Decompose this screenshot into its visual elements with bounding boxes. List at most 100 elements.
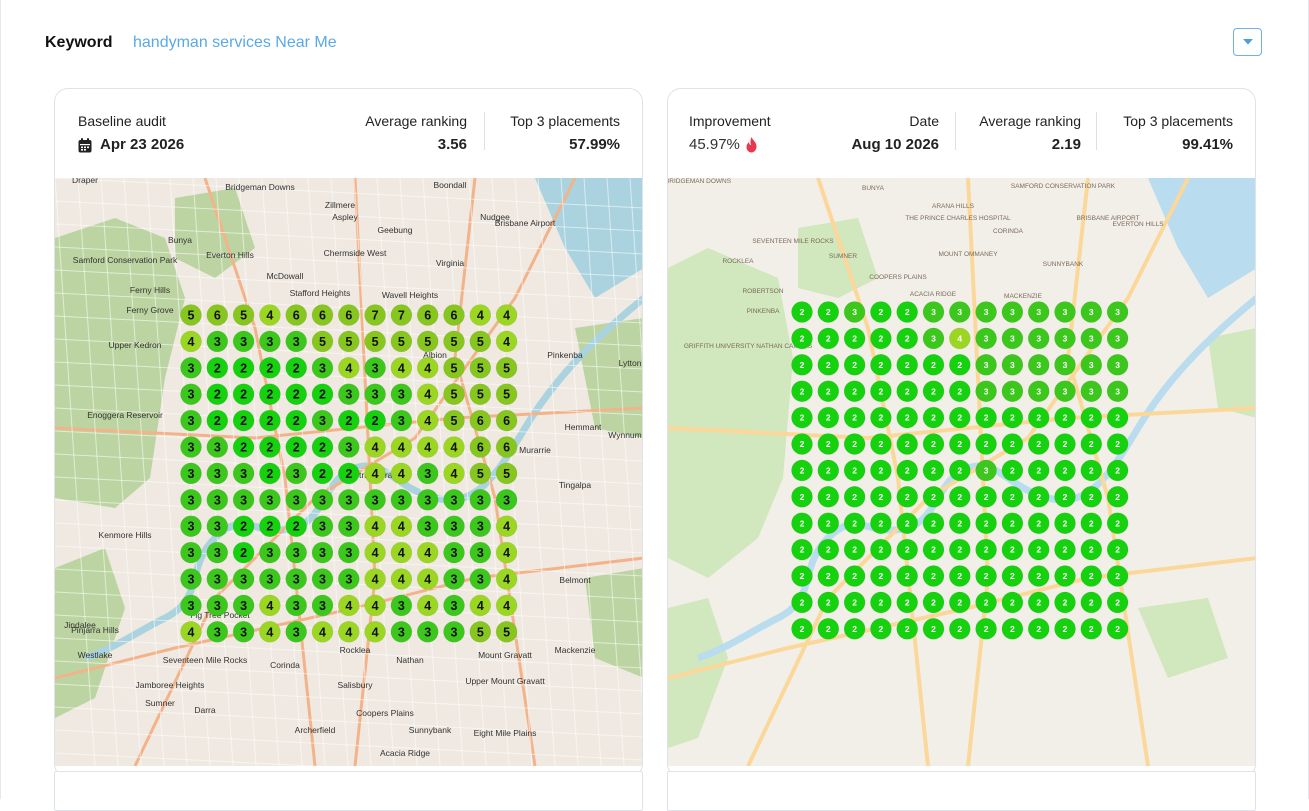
rank-pin[interactable]: 6 (495, 436, 518, 458)
rank-pin[interactable]: 2 (259, 409, 281, 432)
rank-pin[interactable]: 2 (975, 512, 997, 535)
rank-pin[interactable]: 2 (948, 617, 971, 640)
rank-pin[interactable]: 3 (232, 620, 255, 643)
rank-pin[interactable]: 2 (1106, 406, 1129, 429)
rank-pin[interactable]: 4 (443, 436, 465, 458)
rank-pin[interactable]: 2 (285, 436, 307, 458)
rank-pin[interactable]: 2 (791, 538, 813, 561)
rank-pin[interactable]: 2 (975, 485, 997, 508)
rank-pin[interactable]: 3 (180, 357, 202, 379)
rank-pin[interactable]: 2 (285, 383, 307, 405)
rank-pin[interactable]: 3 (975, 459, 997, 482)
rank-pin[interactable]: 2 (922, 354, 945, 376)
rank-pin[interactable]: 3 (390, 383, 413, 405)
rank-pin[interactable]: 2 (791, 380, 813, 402)
rank-pin[interactable]: 2 (1001, 406, 1024, 429)
rank-pin[interactable]: 2 (285, 357, 307, 379)
rank-pin[interactable]: 2 (948, 565, 971, 587)
rank-pin[interactable]: 2 (1080, 512, 1103, 535)
rank-pin[interactable]: 2 (337, 409, 360, 432)
rank-pin[interactable]: 3 (1080, 327, 1103, 350)
rank-pin[interactable]: 3 (975, 327, 997, 350)
rank-pin[interactable]: 3 (311, 357, 334, 379)
current-map-canvas[interactable]: BRIDGEMAN DOWNS BUNYA SAMFORD CONSERVATION… (668, 178, 1256, 766)
rank-pin[interactable]: 3 (285, 594, 307, 617)
rank-pin[interactable]: 2 (975, 591, 997, 614)
rank-pin[interactable]: 2 (1080, 591, 1103, 614)
rank-pin[interactable]: 3 (1001, 301, 1024, 323)
rank-pin[interactable]: 5 (495, 462, 518, 485)
baseline-map[interactable]: Draper Bridgeman Downs Boondall Brisbane Ai… (55, 178, 642, 766)
rank-pin[interactable]: 2 (817, 433, 840, 455)
rank-pin[interactable]: 2 (1001, 485, 1024, 508)
rank-pin[interactable]: 5 (495, 620, 518, 643)
rank-pin[interactable]: 2 (1027, 591, 1050, 614)
rank-pin[interactable]: 3 (206, 620, 229, 643)
rank-pin[interactable]: 3 (180, 462, 202, 485)
rank-pin[interactable]: 3 (975, 301, 997, 323)
rank-pin[interactable]: 3 (232, 594, 255, 617)
rank-pin[interactable]: 3 (206, 436, 229, 458)
rank-pin[interactable]: 3 (311, 409, 334, 432)
rank-pin[interactable]: 5 (180, 304, 202, 326)
rank-pin[interactable]: 2 (817, 406, 840, 429)
rank-pin[interactable]: 5 (469, 330, 492, 353)
rank-pin[interactable]: 3 (206, 330, 229, 353)
rank-pin[interactable]: 2 (922, 591, 945, 614)
rank-pin[interactable]: 2 (1054, 565, 1076, 587)
rank-pin[interactable]: 3 (416, 620, 439, 643)
rank-pin[interactable]: 4 (443, 462, 465, 485)
rank-pin[interactable]: 5 (443, 330, 465, 353)
rank-pin[interactable]: 5 (364, 330, 386, 353)
rank-pin[interactable]: 3 (232, 488, 255, 511)
rank-pin[interactable]: 2 (896, 617, 918, 640)
rank-pin[interactable]: 4 (469, 304, 492, 326)
rank-pin[interactable]: 3 (180, 383, 202, 405)
rank-pin[interactable]: 4 (495, 594, 518, 617)
rank-pin[interactable]: 2 (1027, 512, 1050, 535)
rank-pin[interactable]: 2 (791, 565, 813, 587)
rank-pin[interactable]: 2 (1027, 617, 1050, 640)
rank-pin[interactable]: 2 (364, 409, 386, 432)
rank-pin[interactable]: 2 (791, 301, 813, 323)
rank-pin[interactable]: 4 (364, 462, 386, 485)
rank-pin[interactable]: 2 (870, 538, 892, 561)
rank-pin[interactable]: 2 (232, 357, 255, 379)
rank-pin[interactable]: 2 (259, 515, 281, 538)
rank-pin[interactable]: 2 (922, 459, 945, 482)
rank-pin[interactable]: 2 (1054, 512, 1076, 535)
rank-pin[interactable]: 4 (495, 568, 518, 590)
rank-pin[interactable]: 3 (180, 488, 202, 511)
rank-pin[interactable]: 2 (870, 512, 892, 535)
rank-pin[interactable]: 3 (337, 541, 360, 564)
rank-pin[interactable]: 3 (469, 568, 492, 590)
rank-pin[interactable]: 3 (364, 357, 386, 379)
rank-pin[interactable]: 4 (337, 620, 360, 643)
rank-pin[interactable]: 3 (469, 515, 492, 538)
rank-pin[interactable]: 5 (311, 330, 334, 353)
rank-pin[interactable]: 3 (443, 568, 465, 590)
rank-pin[interactable]: 4 (948, 327, 971, 350)
rank-pin[interactable]: 2 (1001, 433, 1024, 455)
rank-pin[interactable]: 6 (206, 304, 229, 326)
rank-pin[interactable]: 2 (285, 409, 307, 432)
rank-pin[interactable]: 4 (364, 594, 386, 617)
rank-pin[interactable]: 2 (791, 617, 813, 640)
rank-pin[interactable]: 3 (390, 488, 413, 511)
rank-pin[interactable]: 4 (416, 436, 439, 458)
rank-pin[interactable]: 2 (791, 433, 813, 455)
rank-pin[interactable]: 3 (1080, 354, 1103, 376)
rank-pin[interactable]: 2 (1027, 433, 1050, 455)
rank-pin[interactable]: 3 (1001, 380, 1024, 402)
rank-pin[interactable]: 2 (922, 485, 945, 508)
rank-pin[interactable]: 2 (1080, 617, 1103, 640)
rank-pin[interactable]: 2 (791, 485, 813, 508)
rank-pin[interactable]: 3 (443, 488, 465, 511)
rank-pin[interactable]: 2 (206, 357, 229, 379)
rank-pin[interactable]: 2 (1106, 433, 1129, 455)
rank-pin[interactable]: 2 (791, 354, 813, 376)
rank-pin[interactable]: 2 (791, 512, 813, 535)
rank-pin[interactable]: 2 (1106, 617, 1129, 640)
rank-pin[interactable]: 4 (337, 357, 360, 379)
rank-pin[interactable]: 3 (285, 462, 307, 485)
